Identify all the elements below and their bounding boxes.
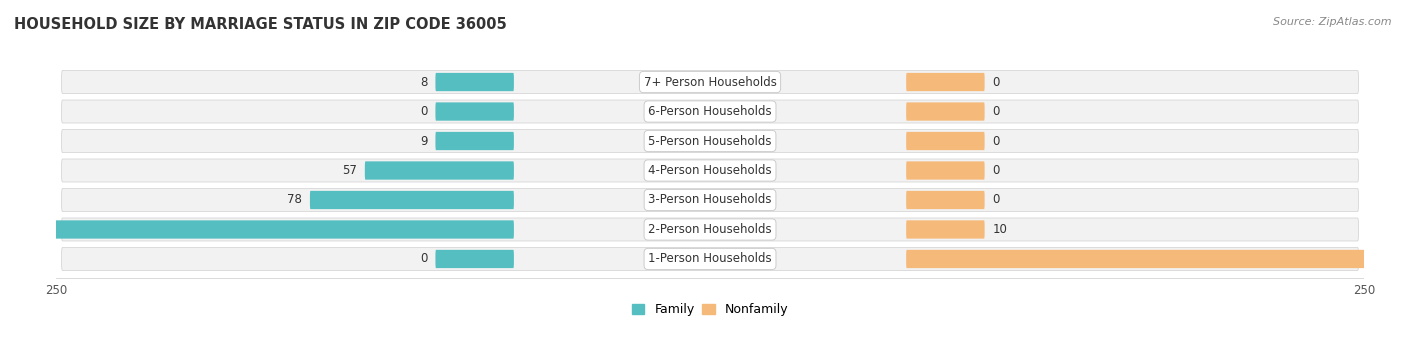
Text: 1-Person Households: 1-Person Households [648,252,772,266]
Text: 5-Person Households: 5-Person Households [648,134,772,148]
Text: 6-Person Households: 6-Person Households [648,105,772,118]
FancyBboxPatch shape [436,102,515,121]
FancyBboxPatch shape [905,73,984,91]
FancyBboxPatch shape [309,191,515,209]
FancyBboxPatch shape [62,130,1358,152]
Text: 8: 8 [420,75,427,89]
FancyBboxPatch shape [905,220,984,239]
Text: 78: 78 [287,193,302,207]
Text: 7+ Person Households: 7+ Person Households [644,75,776,89]
Legend: Family, Nonfamily: Family, Nonfamily [627,298,793,321]
Text: 10: 10 [993,223,1007,236]
Text: 4-Person Households: 4-Person Households [648,164,772,177]
FancyBboxPatch shape [62,248,1358,270]
Text: Source: ZipAtlas.com: Source: ZipAtlas.com [1274,17,1392,27]
FancyBboxPatch shape [905,161,984,180]
FancyBboxPatch shape [436,73,515,91]
Text: 0: 0 [993,193,1000,207]
FancyBboxPatch shape [62,189,1358,211]
Text: 2-Person Households: 2-Person Households [648,223,772,236]
Text: 0: 0 [993,134,1000,148]
FancyBboxPatch shape [905,250,1406,268]
Text: 0: 0 [993,105,1000,118]
Text: 9: 9 [420,134,427,148]
Text: 0: 0 [993,164,1000,177]
FancyBboxPatch shape [905,191,984,209]
FancyBboxPatch shape [905,132,984,150]
FancyBboxPatch shape [62,71,1358,93]
Text: 3-Person Households: 3-Person Households [648,193,772,207]
Text: 57: 57 [342,164,357,177]
FancyBboxPatch shape [62,159,1358,182]
Text: 0: 0 [420,105,427,118]
FancyBboxPatch shape [436,250,515,268]
Text: 0: 0 [420,252,427,266]
FancyBboxPatch shape [364,161,515,180]
Text: 0: 0 [993,75,1000,89]
FancyBboxPatch shape [62,100,1358,123]
FancyBboxPatch shape [0,220,515,239]
FancyBboxPatch shape [436,132,515,150]
FancyBboxPatch shape [905,102,984,121]
FancyBboxPatch shape [62,218,1358,241]
Text: HOUSEHOLD SIZE BY MARRIAGE STATUS IN ZIP CODE 36005: HOUSEHOLD SIZE BY MARRIAGE STATUS IN ZIP… [14,17,506,32]
